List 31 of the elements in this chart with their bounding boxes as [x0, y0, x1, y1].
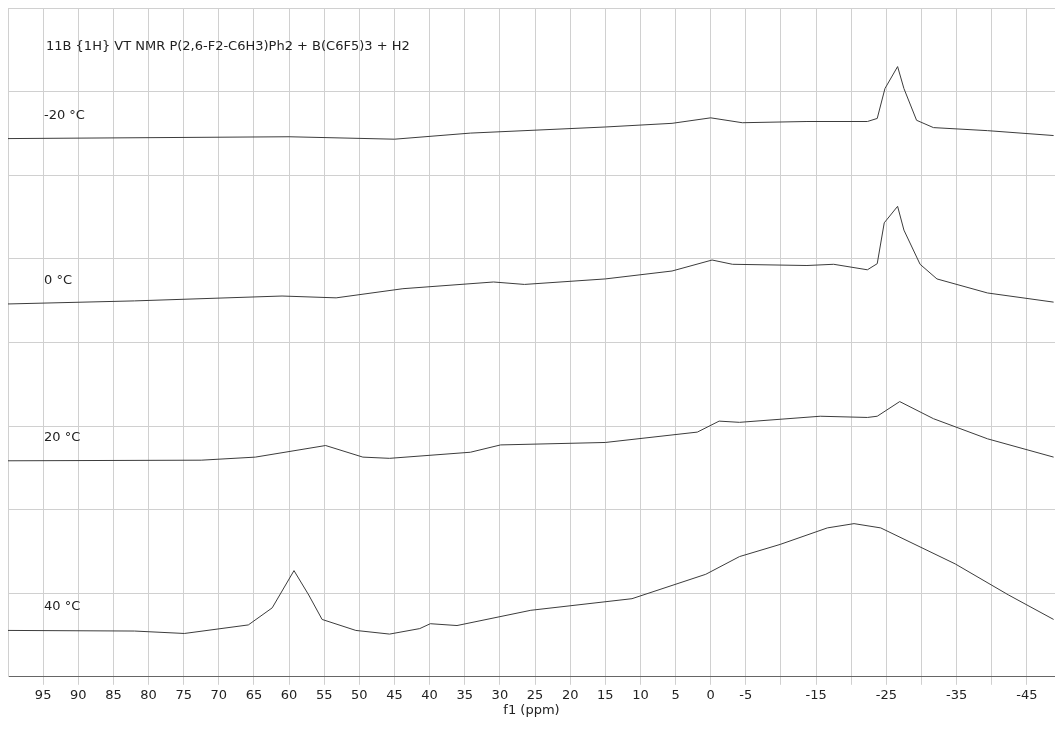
x-tick-label: 60: [280, 686, 298, 702]
x-tick-label: 95: [34, 686, 52, 702]
x-tick-label: 65: [245, 686, 263, 702]
series-label: 20 °C: [44, 428, 81, 444]
x-tick-label: 30: [491, 686, 509, 702]
x-axis-title: f1 (ppm): [503, 701, 560, 717]
x-tick-label: 0: [706, 686, 715, 702]
chart-title: 11B {1H} VT NMR P(2,6-F2-C6H3)Ph2 + B(C6F5)3 + H2: [46, 38, 410, 53]
x-tick-label: 85: [105, 686, 122, 702]
x-tick-label: -35: [946, 686, 968, 702]
x-tick-label: 80: [140, 686, 157, 702]
x-tick-label: 25: [526, 686, 544, 702]
x-tick-label: 35: [456, 686, 474, 702]
x-tick-label: -5: [739, 686, 753, 702]
series-label: 0 °C: [44, 271, 72, 287]
x-tick-label: 15: [597, 686, 614, 702]
x-tick-label: -15: [805, 686, 827, 702]
x-tick-label: 40: [421, 686, 438, 702]
x-tick-label: -25: [875, 686, 897, 702]
x-tick-label: -45: [1016, 686, 1038, 702]
x-tick-label: 20: [561, 686, 579, 702]
x-tick-label: 55: [315, 686, 333, 702]
x-tick-label: 5: [671, 686, 680, 702]
x-tick-label: 50: [351, 686, 368, 702]
x-tick-label: 70: [210, 686, 228, 702]
x-tick-label: 75: [175, 686, 192, 702]
series-label: -20 °C: [44, 106, 85, 122]
x-tick-label: 45: [386, 686, 403, 702]
series-label: 40 °C: [44, 598, 81, 614]
x-tick-label: 10: [632, 686, 649, 702]
x-tick-label: 90: [70, 686, 87, 702]
